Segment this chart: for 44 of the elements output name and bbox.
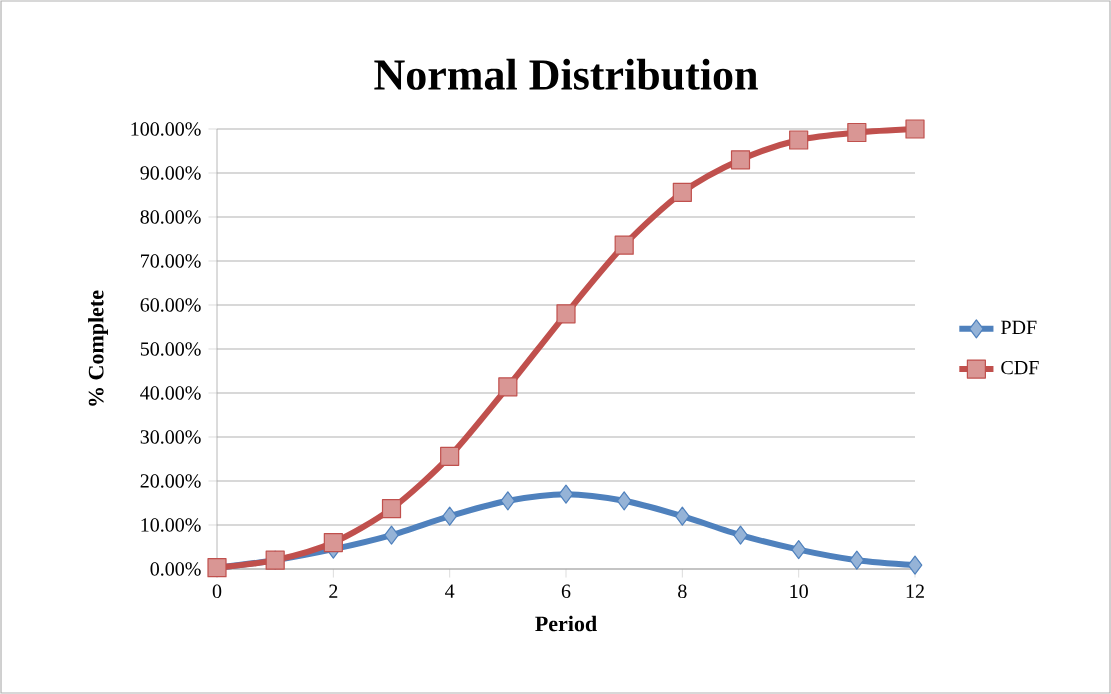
x-axis-title: Period bbox=[535, 615, 597, 632]
x-tick-label: 8 bbox=[678, 584, 687, 599]
x-tick-label: 2 bbox=[329, 584, 338, 598]
chart-title: Normal Distribution bbox=[374, 58, 758, 90]
x-tick-label: 12 bbox=[906, 584, 924, 598]
y-axis-title: % Complete bbox=[88, 290, 109, 406]
y-tick-label: 70.00% bbox=[141, 254, 201, 268]
point bbox=[849, 550, 865, 570]
y-tick-label: 10.00% bbox=[141, 518, 201, 532]
point bbox=[674, 506, 690, 526]
point bbox=[733, 525, 748, 545]
point bbox=[789, 130, 809, 150]
y-tick-label: 40.00% bbox=[140, 386, 201, 400]
y-tick-label: 50.00% bbox=[140, 342, 201, 356]
point bbox=[558, 484, 574, 504]
point bbox=[384, 525, 399, 545]
point bbox=[500, 491, 516, 511]
point bbox=[672, 182, 692, 202]
y-tick-label: 60.00% bbox=[140, 298, 201, 312]
point bbox=[556, 304, 576, 324]
point bbox=[442, 506, 458, 526]
point bbox=[381, 499, 402, 519]
y-tick-label: 90.00% bbox=[140, 166, 201, 180]
legend-label: PDF bbox=[1001, 320, 1037, 334]
y-tick-label: 0.00% bbox=[150, 562, 201, 576]
y-tick-label: 100.00% bbox=[131, 122, 201, 136]
point bbox=[791, 540, 807, 560]
point bbox=[323, 532, 343, 553]
x-tick-label: 10 bbox=[790, 584, 808, 599]
x-tick-label: 0 bbox=[212, 584, 222, 599]
legend-label: CDF bbox=[1001, 360, 1039, 375]
point bbox=[614, 235, 634, 255]
point bbox=[616, 491, 632, 511]
y-tick-label: 30.00% bbox=[140, 430, 201, 444]
x-tick-label: 6 bbox=[561, 584, 571, 599]
point bbox=[498, 377, 518, 397]
point bbox=[905, 119, 925, 139]
point bbox=[440, 446, 460, 466]
y-tick-label: 20.00% bbox=[140, 474, 201, 488]
x-tick-label: 4 bbox=[445, 584, 455, 598]
point bbox=[907, 555, 923, 575]
point bbox=[730, 150, 751, 170]
point bbox=[847, 122, 867, 143]
y-tick-label: 80.00% bbox=[140, 210, 201, 224]
